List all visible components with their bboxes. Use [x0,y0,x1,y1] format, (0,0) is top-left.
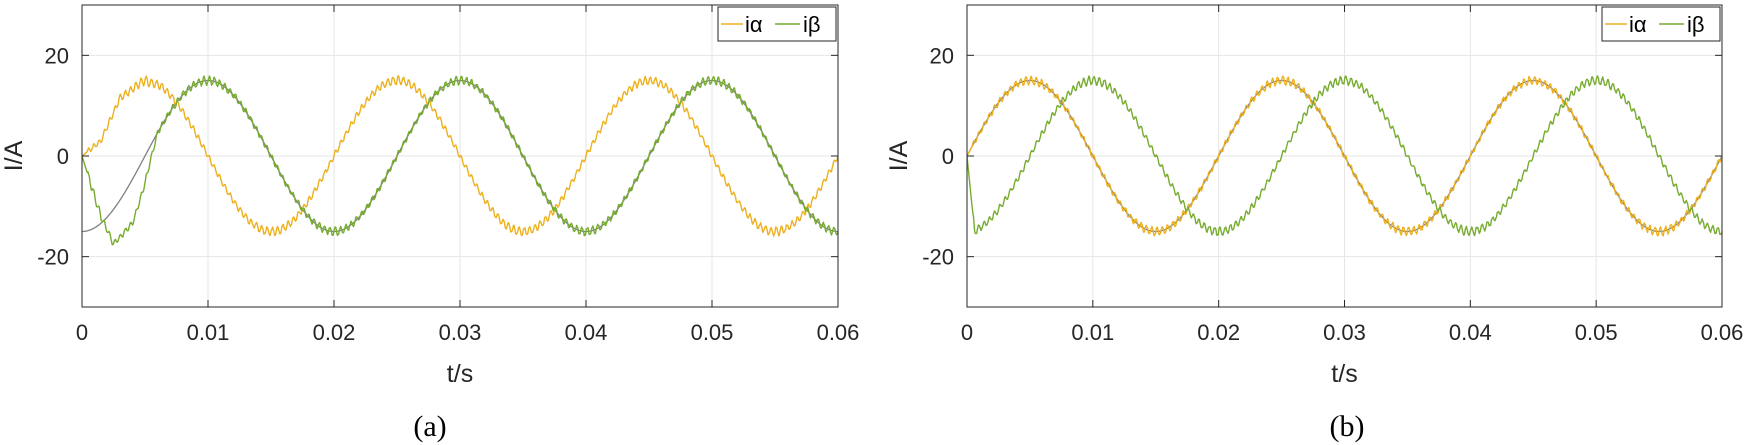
x-tick-label: 0.04 [565,320,608,345]
x-tick-label: 0 [961,320,973,345]
y-axis-label: I/A [0,140,28,171]
ticks: 0 0.01 0.02 0.03 0.04 0.05 0.06 -20 0 20 [922,5,1743,345]
x-tick-label: 0.06 [1701,320,1744,345]
x-tick-label: 0.02 [1197,320,1240,345]
legend-label-i-beta: iβ [803,12,821,37]
x-tick-label: 0.02 [313,320,356,345]
series-line-i-beta [967,75,1722,237]
y-tick-label: 0 [942,144,954,169]
y-tick-label: 20 [930,43,954,68]
y-tick-label: -20 [37,245,69,270]
series-line-i-beta [82,75,838,246]
y-tick-label: -20 [922,245,954,270]
panel-label: (b) [1330,410,1365,443]
x-tick-label: 0.04 [1449,320,1492,345]
legend: iα iβ [1601,6,1721,42]
x-tick-label: 0.05 [1575,320,1618,345]
legend-label-i-alpha: iα [1629,12,1647,37]
x-tick-label: 0.03 [439,320,482,345]
x-tick-label: 0 [76,320,88,345]
ticks: 0 0.01 0.02 0.03 0.04 0.05 0.06 -20 0 20 [37,5,859,345]
x-tick-label: 0.01 [1071,320,1114,345]
legend-label-i-beta: iβ [1687,12,1705,37]
x-axis-label: t/s [447,360,473,388]
x-tick-label: 0.05 [691,320,734,345]
series-line-i-alpha [82,75,838,237]
series-line-i-alpha [967,75,1722,237]
series-lines [82,75,838,246]
x-tick-label: 0.06 [817,320,860,345]
x-tick-label: 0.01 [187,320,230,345]
panel-label: (a) [413,410,446,443]
x-tick-label: 0.03 [1323,320,1366,345]
legend-label-i-alpha: iα [745,12,763,37]
series-lines [967,75,1722,237]
legend: iα iβ [717,6,837,42]
y-tick-label: 0 [57,144,69,169]
y-axis-label: I/A [885,140,913,171]
y-tick-label: 20 [45,43,69,68]
x-axis-label: t/s [1331,360,1357,388]
